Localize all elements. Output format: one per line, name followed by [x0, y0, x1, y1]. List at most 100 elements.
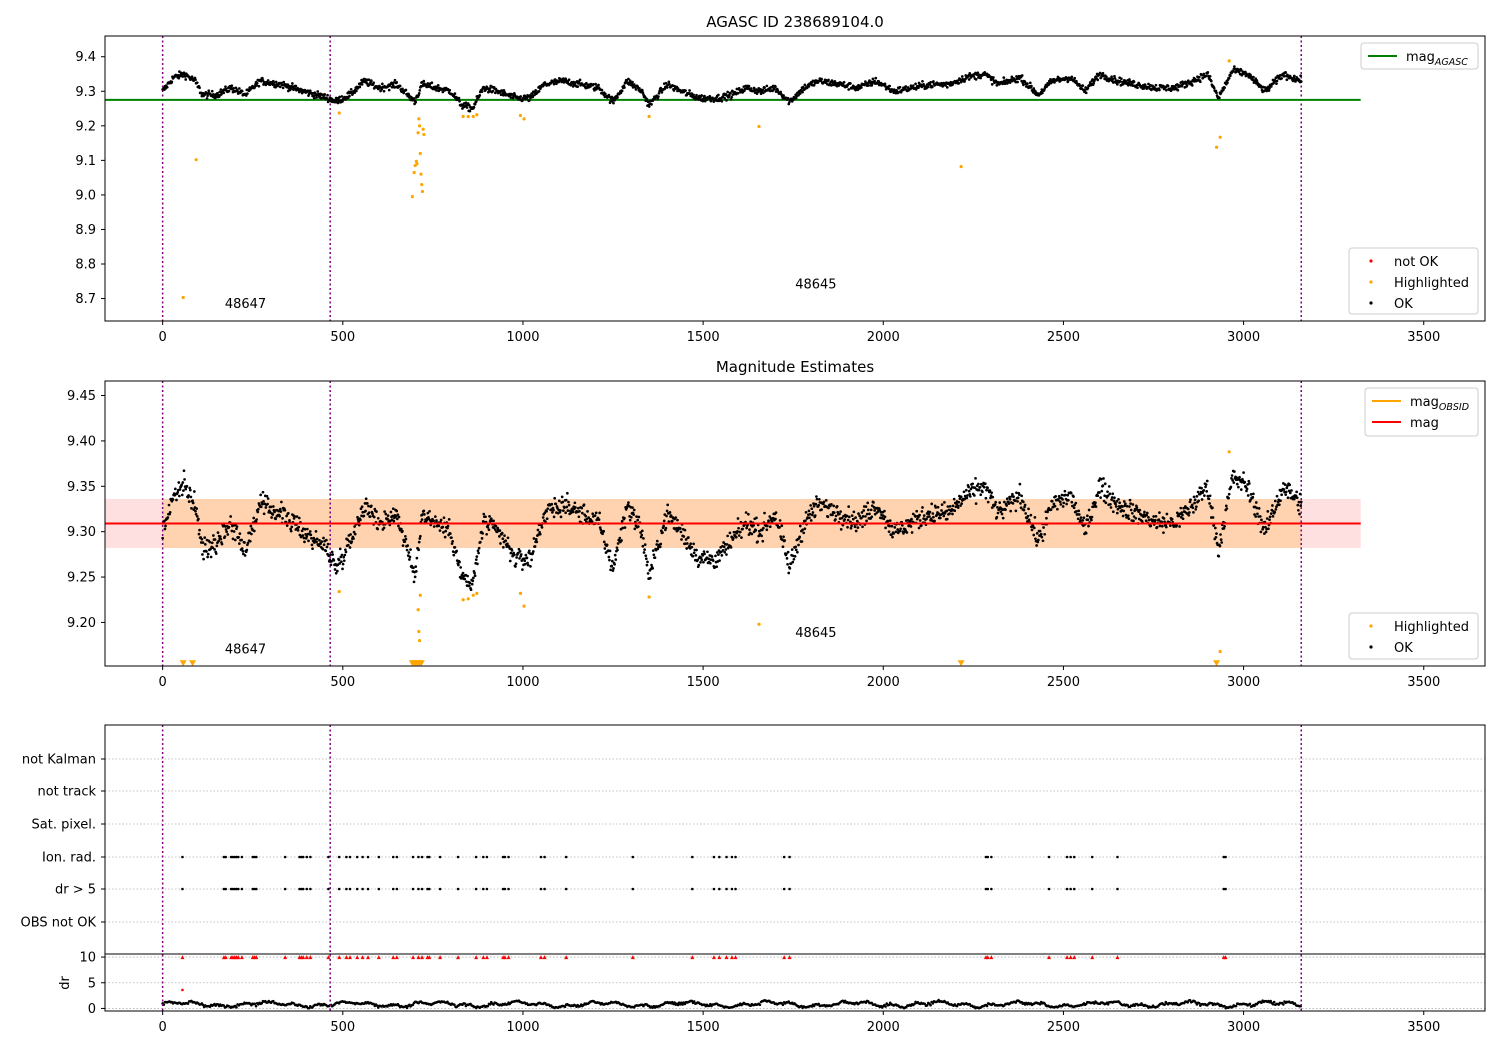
magnitude-highlighted-point [418, 593, 422, 597]
magnitude-ok-point [702, 560, 705, 564]
magnitude-ok-point [209, 555, 213, 559]
magnitude-ok-point [1086, 518, 1090, 522]
magnitude-ok-point [349, 533, 352, 536]
magnitude-ok-point [729, 546, 733, 549]
magnitude-ok-point [1224, 504, 1228, 508]
agasc-ok-point [688, 89, 691, 92]
agasc-ok-point [315, 96, 318, 99]
magnitude-ok-point [417, 548, 420, 552]
magnitude-ok-point [338, 562, 341, 565]
flag-point [300, 887, 303, 891]
magnitude-ok-point [582, 503, 586, 507]
magnitude-ok-point [1192, 511, 1195, 514]
magnitude-x-axis: 0 500 1000 1500 2000 2500 3000 3500 [159, 666, 1440, 690]
agasc-ok-point [465, 106, 469, 109]
magnitude-ok-point [191, 501, 195, 505]
magnitude-ok-point [1219, 538, 1223, 541]
magnitude-ok-point [790, 548, 794, 551]
magnitude-ok-point [1002, 500, 1006, 504]
magnitude-ok-point [817, 503, 821, 507]
magnitude-ok-point [1102, 499, 1106, 503]
agasc-ok-point [898, 85, 902, 89]
magnitude-ok-point [1271, 514, 1275, 518]
agasc-ok-point [207, 89, 211, 93]
magnitude-ok-point [1114, 505, 1118, 508]
magnitude-ok-point [446, 524, 450, 528]
magnitude-ok-point [1070, 500, 1074, 504]
agasc-ok-point [266, 79, 270, 82]
flag-point [474, 855, 478, 859]
agasc-ok-point [531, 95, 535, 99]
magnitude-ok-point [216, 531, 220, 534]
flag-point [1224, 887, 1227, 891]
magnitude-ok-point [1019, 501, 1022, 505]
agasc-ok-point [702, 97, 705, 101]
magnitude-ok-point [551, 510, 554, 514]
magnitude-ok-point [707, 557, 710, 561]
magnitude-ok-point [780, 524, 784, 528]
agasc-ok-point [380, 87, 384, 91]
magnitude-ok-point [1061, 498, 1064, 501]
flag-point [327, 855, 330, 859]
magnitude-ok-point [999, 510, 1003, 514]
agasc-ok-point [866, 84, 870, 87]
magnitude-ok-point [237, 542, 241, 545]
magnitude-ok-point [934, 506, 938, 509]
magnitude-ok-point [325, 538, 328, 542]
magnitude-ok-point [212, 534, 215, 537]
magnitude-obsid-label: 48645 [795, 626, 836, 641]
agasc-ok-point [929, 81, 932, 84]
agasc-ok-point [1180, 84, 1184, 88]
magnitude-ok-point [982, 485, 986, 489]
magnitude-ok-point [797, 543, 800, 547]
magnitude-ok-point [1222, 527, 1226, 530]
flag-point [377, 887, 381, 891]
magnitude-ok-point [1245, 487, 1249, 491]
magnitude-ok-point [891, 535, 894, 539]
magnitude-ok-point [360, 505, 364, 509]
magnitude-ok-point [182, 489, 185, 492]
magnitude-ok-point [1004, 508, 1007, 512]
flag-point [366, 855, 370, 859]
magnitude-ok-point [469, 588, 473, 592]
magnitude-ok-point [649, 576, 652, 580]
magnitude-ok-point [1059, 503, 1063, 506]
flag-point [503, 887, 507, 891]
agasc-panel-title: AGASC ID 238689104.0 [706, 13, 884, 31]
dr-point [929, 1003, 932, 1007]
magnitude-offscale-marker [1213, 660, 1221, 667]
magnitude-ok-point [1009, 509, 1013, 513]
magnitude-ok-point [593, 514, 597, 517]
agasc-ok-point [1136, 86, 1139, 90]
agasc-ok-point [458, 99, 461, 103]
magnitude-ok-point [796, 550, 799, 554]
magnitude-ok-point [740, 536, 743, 539]
magnitude-ok-point [531, 552, 535, 555]
agasc-ok-point [1111, 77, 1115, 81]
agasc-ok-point [801, 85, 805, 89]
flag-point [395, 887, 399, 891]
magnitude-ok-point [778, 526, 781, 529]
agasc-ok-point [341, 99, 344, 103]
magnitude-highlighted-point [647, 595, 651, 599]
magnitude-ok-point [389, 510, 393, 514]
magnitude-ok-point [557, 499, 561, 503]
agasc-ok-point [412, 97, 416, 100]
dr-point [254, 1004, 258, 1008]
magnitude-ok-point [990, 491, 994, 495]
magnitude-ok-point [509, 551, 513, 555]
flag-point [990, 887, 993, 891]
agasc-ok-point [401, 87, 404, 91]
agasc-ok-point [668, 82, 671, 86]
flag-point [237, 887, 240, 891]
magnitude-ok-point [1111, 510, 1115, 514]
magnitude-ok-point [953, 509, 957, 513]
magnitude-ok-point [639, 531, 642, 534]
magnitude-ok-point [365, 501, 369, 505]
magnitude-ok-point [756, 540, 759, 544]
magnitude-ok-point [618, 536, 622, 540]
agasc-ok-point [782, 94, 785, 97]
magnitude-ok-point [341, 562, 345, 566]
magnitude-ok-point [357, 523, 361, 527]
